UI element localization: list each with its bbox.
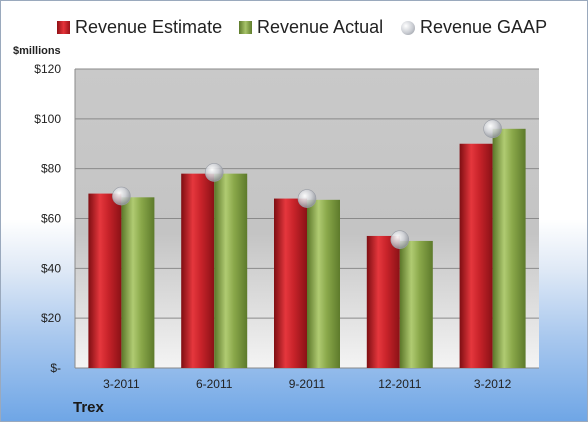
legend-swatch-estimate bbox=[57, 21, 70, 34]
bar-estimate bbox=[274, 198, 307, 368]
legend-item-estimate: Revenue Estimate bbox=[57, 17, 222, 38]
x-tick-label: 6-2011 bbox=[196, 377, 233, 391]
legend-label-actual: Revenue Actual bbox=[257, 17, 384, 37]
x-tick-label: 3-2012 bbox=[474, 377, 512, 391]
legend-swatch-gaap bbox=[401, 20, 415, 35]
legend-item-gaap: Revenue GAAP bbox=[401, 17, 547, 38]
y-tick-label: $20 bbox=[41, 311, 61, 325]
y-tick-label: $40 bbox=[41, 261, 61, 275]
y-tick-label: $100 bbox=[34, 112, 61, 126]
y-tick-label: $120 bbox=[34, 62, 61, 76]
bar-actual bbox=[399, 240, 433, 368]
gaap-marker bbox=[112, 186, 131, 206]
x-tick-label: 12-2011 bbox=[378, 377, 421, 391]
bar-estimate bbox=[366, 235, 400, 368]
gaap-marker bbox=[297, 189, 317, 208]
bar-actual bbox=[307, 199, 340, 368]
company-caption: Trex bbox=[73, 399, 104, 416]
gaap-marker bbox=[204, 163, 224, 182]
bar-actual bbox=[492, 128, 526, 368]
bar-actual bbox=[121, 197, 155, 368]
bar-estimate bbox=[181, 173, 215, 368]
gaap-marker bbox=[390, 230, 410, 249]
bar-actual bbox=[214, 173, 248, 368]
gaap-marker bbox=[483, 119, 502, 139]
x-tick-label: 9-2011 bbox=[289, 377, 326, 391]
y-tick-label: $- bbox=[50, 361, 61, 375]
legend-label-gaap: Revenue GAAP bbox=[420, 17, 548, 37]
x-tick-label: 3-2011 bbox=[103, 377, 140, 391]
bar-estimate bbox=[459, 143, 493, 368]
legend-label-estimate: Revenue Estimate bbox=[75, 17, 223, 37]
y-tick-label: $60 bbox=[41, 212, 61, 226]
bar-estimate bbox=[88, 193, 122, 368]
legend: Revenue Estimate Revenue Actual Revenue … bbox=[1, 17, 587, 41]
y-axis-unit-label: $millions bbox=[13, 45, 61, 57]
legend-swatch-actual bbox=[239, 21, 252, 34]
y-tick-label: $80 bbox=[41, 162, 61, 176]
legend-item-actual: Revenue Actual bbox=[239, 17, 383, 38]
